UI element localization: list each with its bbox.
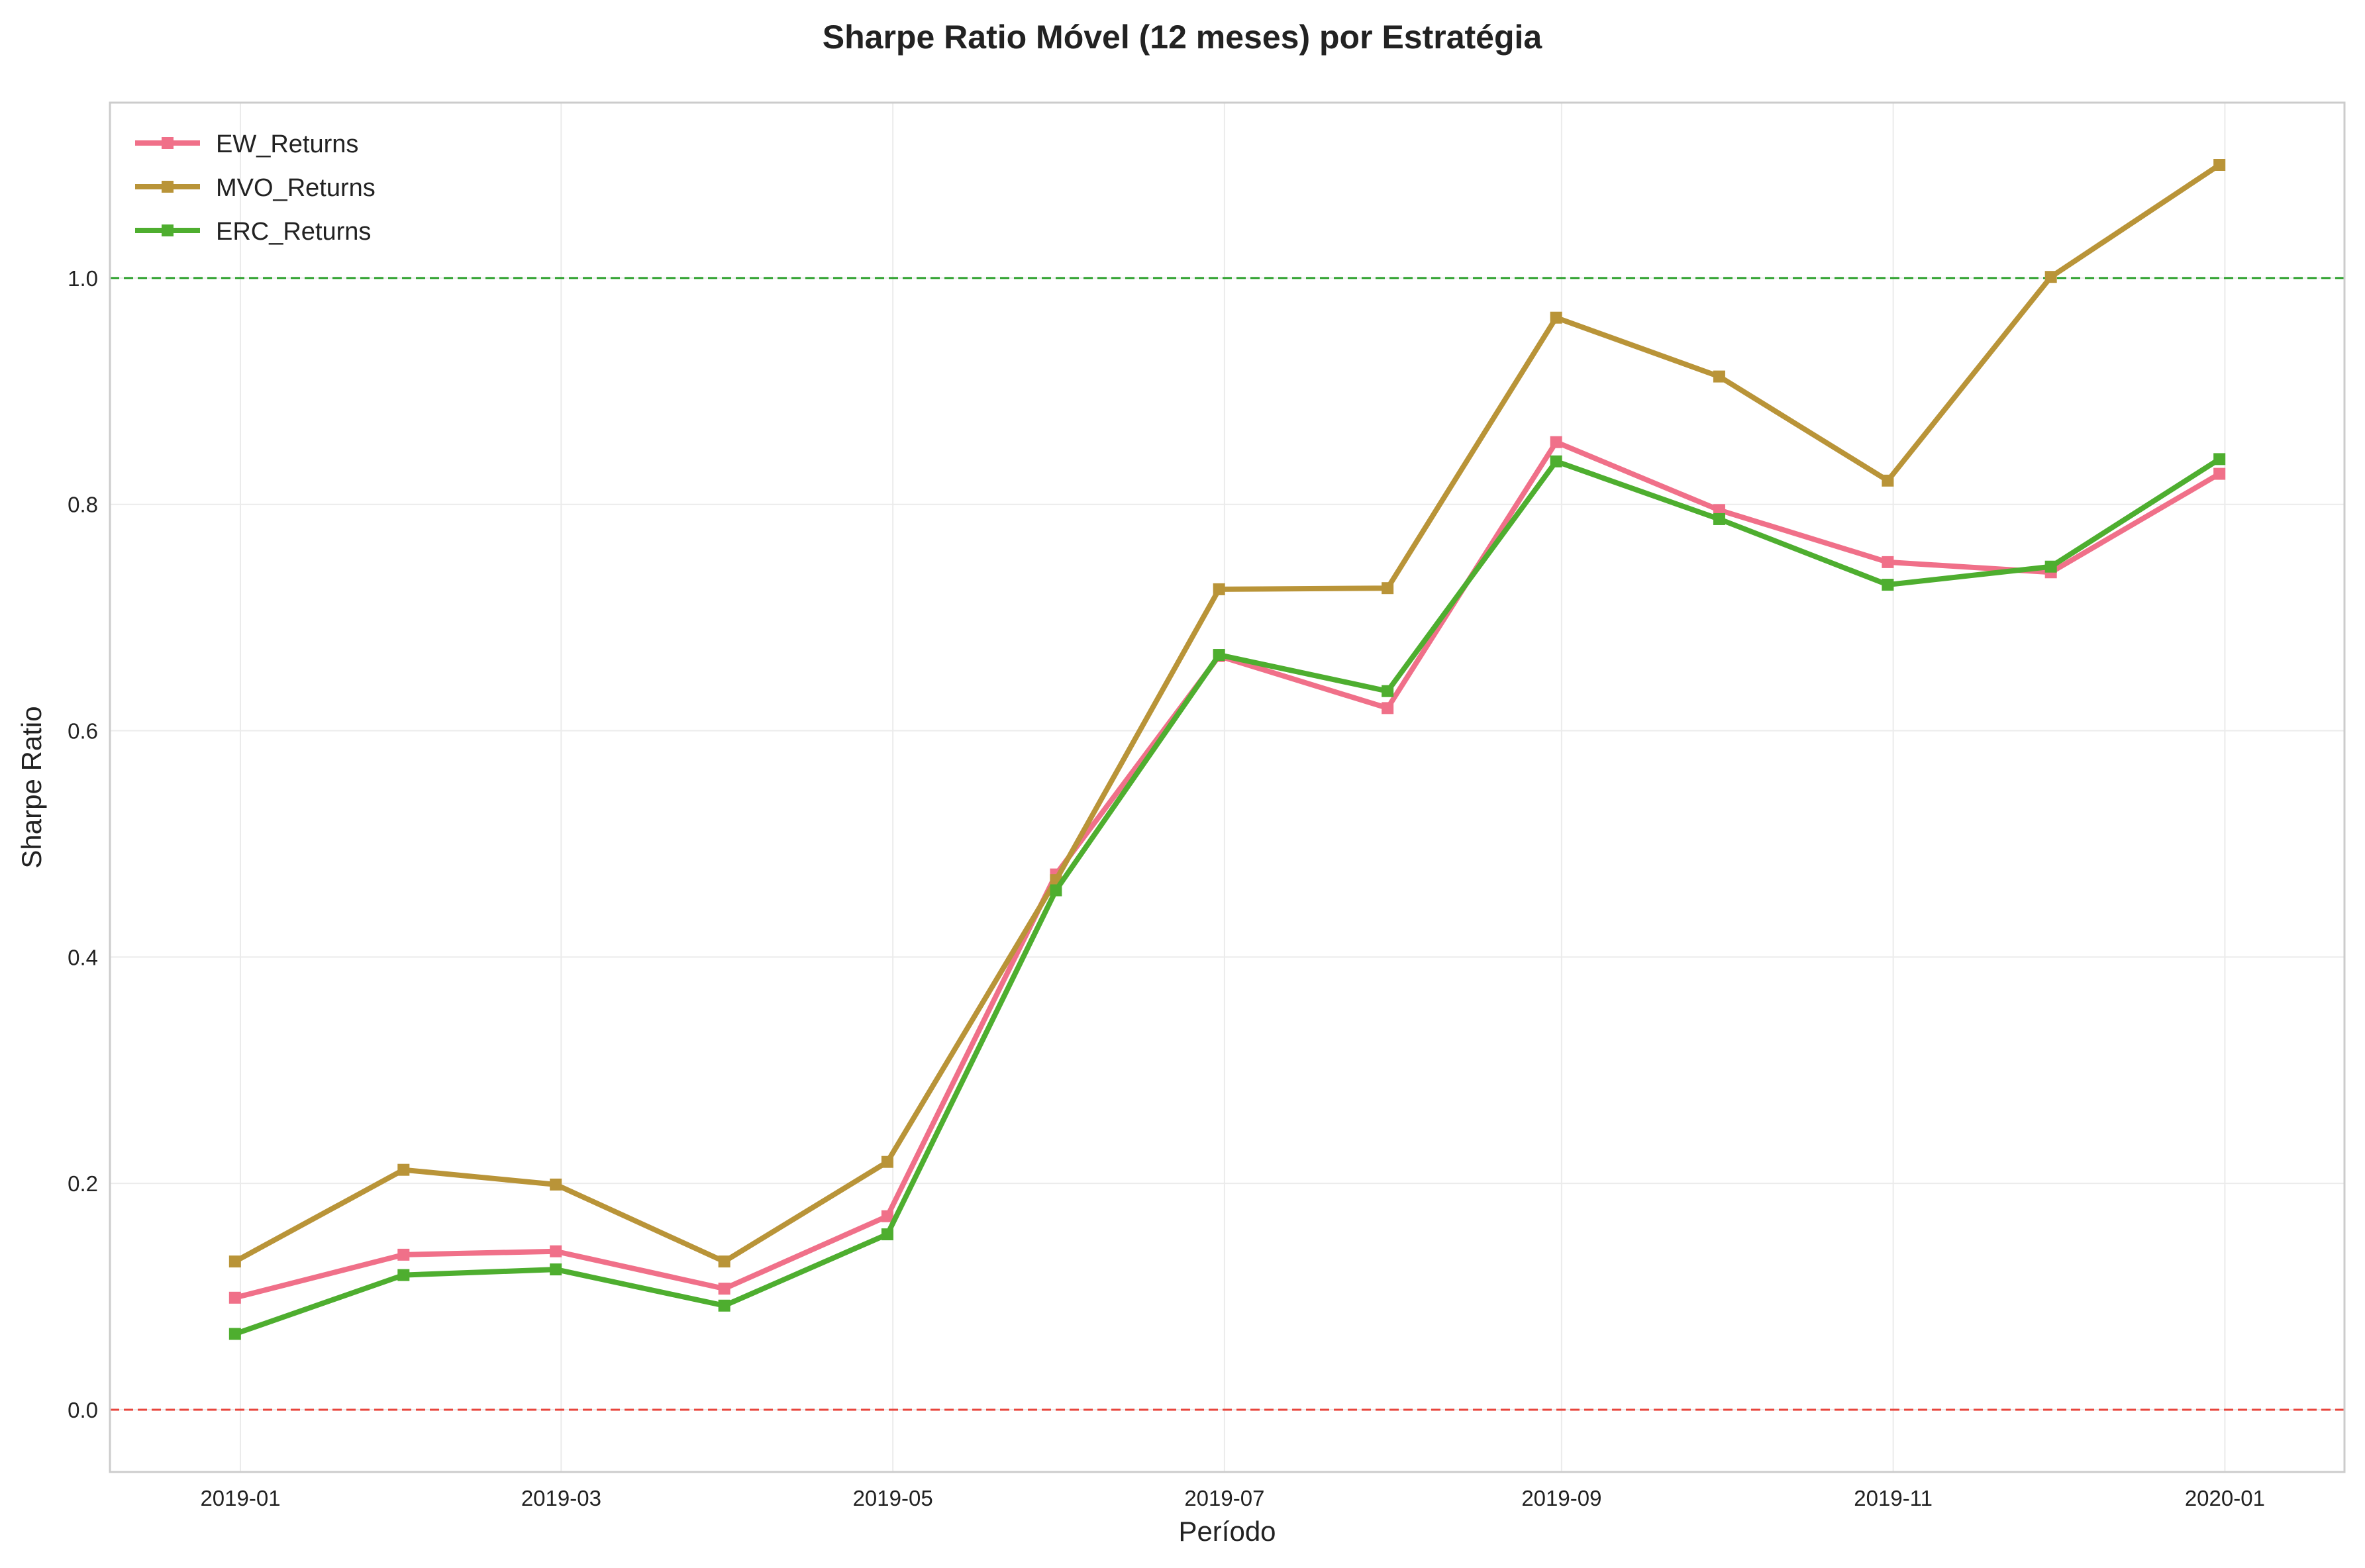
data-point bbox=[2213, 453, 2226, 466]
plot-area-frame bbox=[109, 101, 2346, 1473]
data-point bbox=[1882, 556, 1894, 568]
y-tick-label: 0.6 bbox=[68, 719, 98, 744]
y-axis-label: Sharpe Ratio bbox=[16, 706, 47, 868]
x-axis-ticks: 2019-01 2019-03 2019-05 2019-07 2019-09 2019-… bbox=[200, 1486, 2264, 1510]
legend-label: MVO_Returns bbox=[216, 174, 376, 202]
x-tick-label: 2020-01 bbox=[2185, 1486, 2265, 1510]
x-tick-label: 2019-11 bbox=[1854, 1486, 1933, 1510]
data-point bbox=[2044, 271, 2057, 283]
y-tick-label: 1.0 bbox=[68, 266, 98, 291]
data-point bbox=[1213, 583, 1225, 595]
legend-label: EW_Returns bbox=[216, 130, 358, 158]
data-point bbox=[1213, 649, 1225, 662]
data-point bbox=[1550, 311, 1562, 324]
series-lines bbox=[228, 159, 2226, 1340]
series-ERC_Returns bbox=[228, 453, 2226, 1340]
data-point bbox=[228, 1255, 241, 1268]
x-tick-label: 2019-03 bbox=[521, 1486, 601, 1510]
chart-title: Sharpe Ratio Móvel (12 meses) por Estrat… bbox=[823, 19, 1543, 56]
data-point bbox=[397, 1248, 410, 1261]
legend-marker bbox=[162, 137, 174, 149]
data-point bbox=[1382, 702, 1394, 714]
grid bbox=[110, 103, 2344, 1472]
data-point bbox=[228, 1291, 241, 1304]
data-point bbox=[881, 1228, 893, 1241]
legend-marker bbox=[162, 181, 174, 193]
x-axis-label: Período bbox=[1178, 1516, 1276, 1547]
data-point bbox=[718, 1299, 730, 1312]
data-point bbox=[1382, 582, 1394, 595]
x-tick-label: 2019-01 bbox=[200, 1486, 280, 1510]
legend: EW_Returns MVO_Returns ERC_Returns bbox=[135, 130, 376, 246]
data-point bbox=[2213, 467, 2226, 480]
data-point bbox=[1050, 884, 1062, 897]
data-point bbox=[550, 1245, 562, 1257]
data-point bbox=[550, 1263, 562, 1276]
series-MVO_Returns bbox=[228, 159, 2226, 1268]
x-tick-label: 2019-05 bbox=[853, 1486, 933, 1510]
data-point bbox=[2213, 159, 2226, 171]
data-point bbox=[1882, 474, 1894, 487]
data-point bbox=[718, 1283, 730, 1295]
data-point bbox=[1713, 513, 1725, 525]
data-point bbox=[1713, 504, 1725, 516]
y-axis-ticks: 0.0 0.2 0.4 0.6 0.8 1.0 bbox=[68, 266, 98, 1422]
legend-entry: EW_Returns bbox=[135, 130, 358, 158]
data-point bbox=[1882, 579, 1894, 591]
legend-entry: MVO_Returns bbox=[135, 174, 376, 202]
data-point bbox=[228, 1328, 241, 1340]
data-point bbox=[550, 1178, 562, 1191]
legend-label: ERC_Returns bbox=[216, 218, 371, 246]
legend-marker bbox=[162, 224, 174, 236]
data-point bbox=[1713, 370, 1725, 383]
data-point bbox=[881, 1155, 893, 1168]
data-point bbox=[397, 1163, 410, 1176]
reference-lines bbox=[110, 277, 2344, 1411]
data-point bbox=[2044, 560, 2057, 573]
data-point bbox=[881, 1210, 893, 1222]
legend-entry: ERC_Returns bbox=[135, 218, 371, 246]
data-point bbox=[397, 1269, 410, 1281]
x-tick-label: 2019-07 bbox=[1184, 1486, 1264, 1510]
y-tick-label: 0.0 bbox=[68, 1398, 98, 1422]
data-point bbox=[1382, 685, 1394, 697]
y-tick-label: 0.8 bbox=[68, 493, 98, 517]
data-point bbox=[1550, 455, 1562, 467]
y-tick-label: 0.4 bbox=[68, 945, 98, 969]
data-point bbox=[718, 1255, 730, 1268]
y-tick-label: 0.2 bbox=[68, 1171, 98, 1196]
x-tick-label: 2019-09 bbox=[1521, 1486, 1601, 1510]
data-point bbox=[1550, 436, 1562, 448]
